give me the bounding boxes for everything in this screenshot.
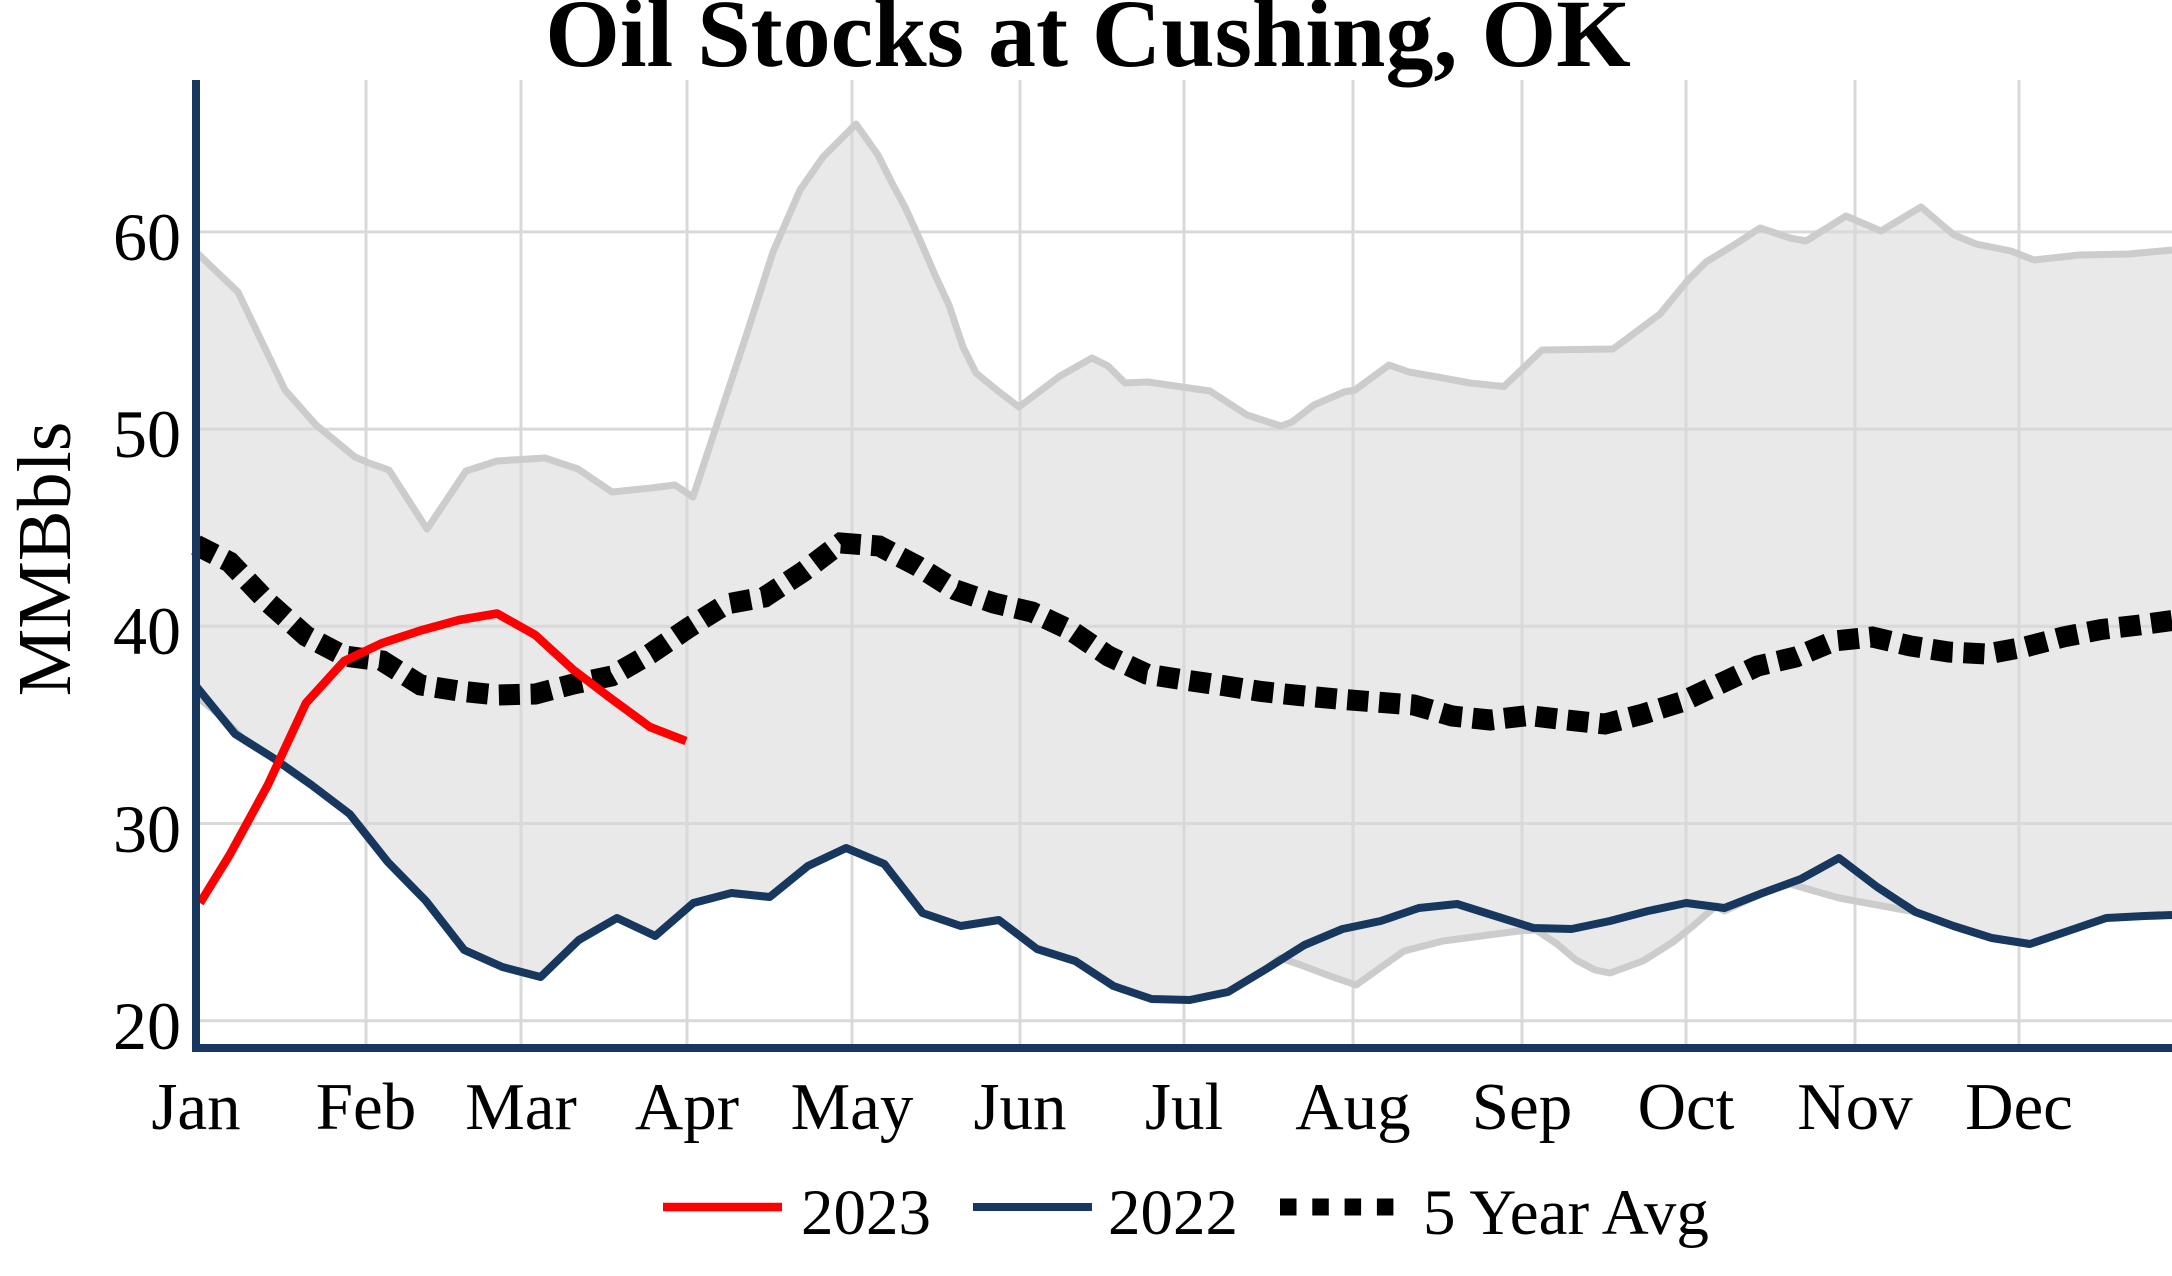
svg-text:MMBbls: MMBbls <box>3 422 87 697</box>
svg-text:Jun: Jun <box>973 1070 1066 1144</box>
svg-text:Sep: Sep <box>1472 1070 1573 1144</box>
svg-text:Nov: Nov <box>1797 1070 1913 1144</box>
svg-text:20: 20 <box>113 988 181 1064</box>
svg-text:May: May <box>791 1070 914 1144</box>
svg-text:Mar: Mar <box>465 1070 577 1144</box>
svg-text:Jan: Jan <box>151 1070 240 1144</box>
svg-text:2022: 2022 <box>1108 1177 1238 1249</box>
svg-text:Aug: Aug <box>1295 1070 1410 1144</box>
svg-text:Oil Stocks at Cushing, OK: Oil Stocks at Cushing, OK <box>545 0 1631 87</box>
svg-text:5 Year Avg: 5 Year Avg <box>1423 1177 1709 1249</box>
svg-text:Jul: Jul <box>1145 1070 1223 1144</box>
svg-text:Feb: Feb <box>316 1070 417 1144</box>
svg-text:50: 50 <box>113 396 181 472</box>
svg-text:30: 30 <box>113 791 181 867</box>
svg-text:40: 40 <box>113 593 181 669</box>
svg-text:Dec: Dec <box>1965 1070 2073 1144</box>
svg-text:Oct: Oct <box>1638 1070 1735 1144</box>
svg-text:Apr: Apr <box>635 1070 739 1144</box>
svg-text:2023: 2023 <box>801 1177 931 1249</box>
svg-text:60: 60 <box>113 199 181 275</box>
